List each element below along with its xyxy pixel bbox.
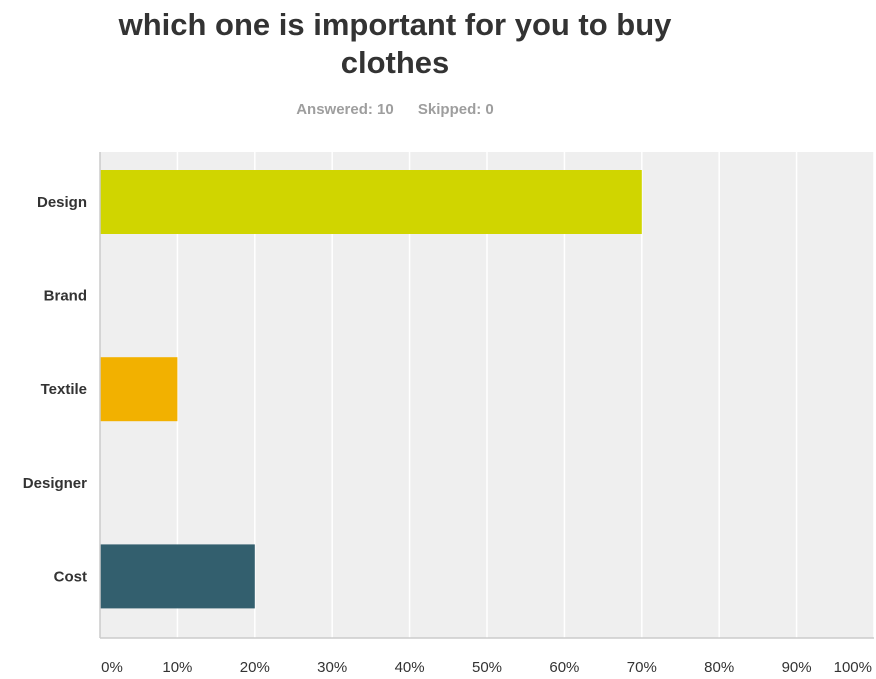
bar-textile <box>100 357 178 422</box>
x-tick-label: 0% <box>101 659 123 676</box>
skipped-count: Skipped: 0 <box>417 101 494 118</box>
x-tick-label: 100% <box>834 659 872 676</box>
chart-title-line-1: which one is important for you to buy <box>118 7 672 42</box>
bars <box>100 170 642 609</box>
category-label-cost: Cost <box>54 568 87 585</box>
x-tick-label: 50% <box>472 659 502 676</box>
category-label-designer: Designer <box>23 475 87 492</box>
x-tick-label: 20% <box>240 659 270 676</box>
x-tick-labels: 0% 10% 20% 30% 40% 50% 60% 70% 80% 90% 100% <box>101 659 872 676</box>
bar-design <box>100 170 642 234</box>
category-label-design: Design <box>37 194 87 211</box>
x-tick-label: 90% <box>782 659 812 676</box>
chart-title-line-2: clothes <box>340 45 450 80</box>
category-label-brand: Brand <box>44 288 87 305</box>
x-tick-label: 70% <box>627 659 657 676</box>
category-labels: Design Brand Textile Designer Cost <box>23 194 87 585</box>
bar-cost <box>100 544 255 609</box>
chart-title: which one is important for you to buy cl… <box>0 6 790 82</box>
x-tick-label: 60% <box>549 659 579 676</box>
x-tick-label: 40% <box>395 659 425 676</box>
x-tick-label: 10% <box>162 659 192 676</box>
answered-count: Answered: 10 <box>296 101 394 118</box>
response-summary: Answered: 10 Skipped: 0 <box>0 101 790 118</box>
category-label-textile: Textile <box>41 381 87 398</box>
x-tick-label: 80% <box>704 659 734 676</box>
x-tick-label: 30% <box>317 659 347 676</box>
